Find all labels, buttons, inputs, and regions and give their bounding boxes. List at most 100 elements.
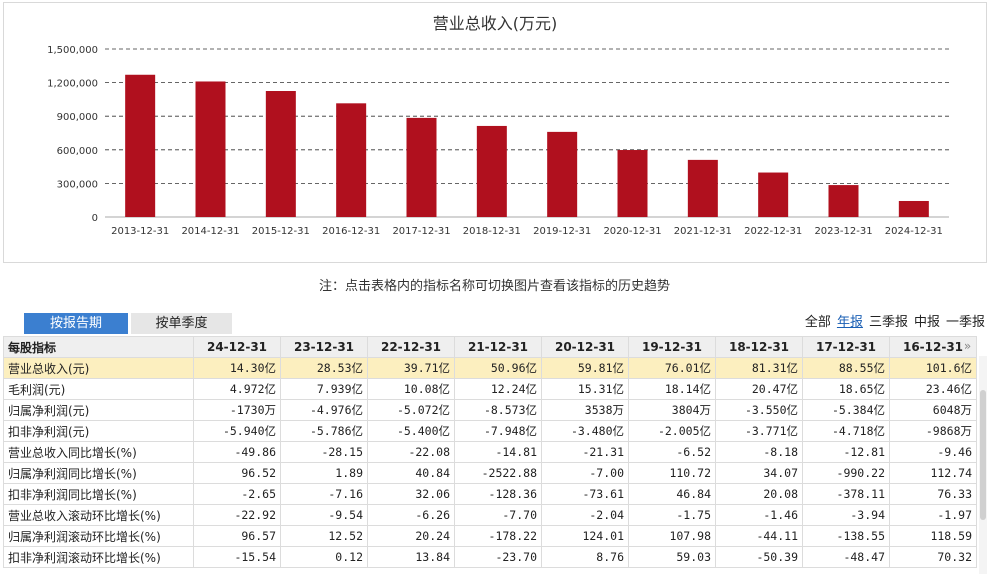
table-cell: 40.84: [367, 462, 455, 484]
x-tick-label: 2017-12-31: [392, 226, 450, 237]
table-row: 营业总收入滚动环比增长(%) -22.92 -9.54 -6.26 -7.70 -2.04…: [3, 504, 977, 526]
table-cell: -7.00: [541, 462, 629, 484]
header-period: 23-12-31: [280, 336, 368, 358]
table-cell: -2.005亿: [628, 420, 716, 442]
table-row: 营业总收入同比增长(%) -49.86 -28.15 -22.08 -14.81 -21.…: [3, 441, 977, 463]
tab-by-report-period[interactable]: 按报告期: [24, 313, 128, 334]
table-cell: 12.52: [280, 525, 368, 547]
bar: [195, 81, 226, 217]
indicator-name-link[interactable]: 扣非净利润同比增长(%): [3, 483, 194, 505]
table-cell: -14.81: [454, 441, 542, 463]
filter-0[interactable]: 全部: [804, 315, 831, 330]
table-cell: -3.480亿: [541, 420, 629, 442]
y-tick-label: 1,200,000: [47, 79, 98, 90]
x-tick-label: 2022-12-31: [744, 226, 802, 237]
table-cell: 20.08: [715, 483, 803, 505]
table-cell: -5.786亿: [280, 420, 368, 442]
table-cell: 7.939亿: [280, 378, 368, 400]
bar: [898, 200, 929, 217]
table-cell: 32.06: [367, 483, 455, 505]
table-cell: -9868万: [889, 420, 977, 442]
table-cell: -7.70: [454, 504, 542, 526]
table-cell: -28.15: [280, 441, 368, 463]
filter-1[interactable]: 年报: [836, 315, 863, 330]
table-cell: -48.47: [802, 546, 890, 568]
table-row: 扣非净利润同比增长(%) -2.65 -7.16 32.06 -128.36 -73.61…: [3, 483, 977, 505]
indicator-name-link[interactable]: 毛利润(元): [3, 378, 194, 400]
table-hint-note: 注：点击表格内的指标名称可切换图片查看该指标的历史趋势: [318, 279, 670, 294]
table-cell: 59.03: [628, 546, 716, 568]
table-cell: -5.384亿: [802, 399, 890, 421]
scroll-right-icon[interactable]: »: [963, 339, 972, 353]
revenue-chart-panel: 营业总收入(万元) 0 300,000 600,000 900,000 1,200,000…: [3, 2, 987, 263]
filter-2[interactable]: 三季报: [868, 315, 908, 330]
revenue-bar-chart: 营业总收入(万元) 0 300,000 600,000 900,000 1,200,000…: [47, 14, 949, 237]
header-indicator: 每股指标: [3, 336, 194, 358]
indicator-name-link[interactable]: 扣非净利润(元): [3, 420, 194, 442]
bar: [406, 117, 437, 217]
table-cell: 34.07: [715, 462, 803, 484]
bar: [265, 91, 296, 217]
filter-3[interactable]: 中报: [913, 315, 940, 330]
table-cell: 8.76: [541, 546, 629, 568]
header-period: 24-12-31: [193, 336, 281, 358]
table-cell: -1.46: [715, 504, 803, 526]
table-cell: 10.08亿: [367, 378, 455, 400]
table-cell: 39.71亿: [367, 357, 455, 379]
indicator-name-link[interactable]: 扣非净利润滚动环比增长(%): [3, 546, 194, 568]
table-cell: -1.97: [889, 504, 977, 526]
table-cell: -8.573亿: [454, 399, 542, 421]
table-row: 营业总收入(元) 14.30亿 28.53亿 39.71亿 50.96亿 59.81亿 76…: [3, 357, 977, 379]
table-row: 归属净利润同比增长(%) 96.52 1.89 40.84 -2522.88 -7.00 1…: [3, 462, 977, 484]
table-row: 扣非净利润滚动环比增长(%) -15.54 0.12 13.84 -23.70 8.76 5…: [3, 546, 977, 568]
bar: [617, 150, 648, 217]
report-type-filters: 全部 年报 三季报 中报 一季报: [799, 311, 985, 330]
bar: [125, 74, 156, 217]
table-cell: 112.74: [889, 462, 977, 484]
table-cell: -5.940亿: [193, 420, 281, 442]
indicator-name-link[interactable]: 营业总收入(元): [3, 357, 194, 379]
table-cell: -3.94: [802, 504, 890, 526]
y-tick-label: 600,000: [57, 146, 98, 157]
table-cell: -50.39: [715, 546, 803, 568]
table-row: 毛利润(元) 4.972亿 7.939亿 10.08亿 12.24亿 15.31亿 18.1…: [3, 378, 977, 400]
bar: [547, 131, 578, 217]
table-cell: 88.55亿: [802, 357, 890, 379]
table-cell: -178.22: [454, 525, 542, 547]
indicator-name-link[interactable]: 归属净利润(元): [3, 399, 194, 421]
table-cell: 110.72: [628, 462, 716, 484]
bar: [828, 185, 859, 217]
table-cell: 96.57: [193, 525, 281, 547]
header-period: 21-12-31: [454, 336, 542, 358]
table-cell: 4.972亿: [193, 378, 281, 400]
x-tick-label: 2020-12-31: [603, 226, 661, 237]
scrollbar-thumb[interactable]: [980, 390, 986, 520]
table-cell: 20.24: [367, 525, 455, 547]
header-period: 22-12-31: [367, 336, 455, 358]
table-cell: -44.11: [715, 525, 803, 547]
table-cell: -2522.88: [454, 462, 542, 484]
tab-by-single-quarter[interactable]: 按单季度: [131, 313, 232, 334]
x-tick-label: 2021-12-31: [674, 226, 732, 237]
vertical-scrollbar[interactable]: [979, 356, 987, 574]
indicator-name-link[interactable]: 营业总收入同比增长(%): [3, 441, 194, 463]
table-cell: 14.30亿: [193, 357, 281, 379]
table-cell: 18.65亿: [802, 378, 890, 400]
table-cell: -15.54: [193, 546, 281, 568]
table-cell: -6.26: [367, 504, 455, 526]
table-cell: -138.55: [802, 525, 890, 547]
indicator-name-link[interactable]: 归属净利润同比增长(%): [3, 462, 194, 484]
table-cell: 81.31亿: [715, 357, 803, 379]
indicator-name-link[interactable]: 归属净利润滚动环比增长(%): [3, 525, 194, 547]
table-cell: -1.75: [628, 504, 716, 526]
x-tick-label: 2013-12-31: [111, 226, 169, 237]
header-period: 17-12-31: [802, 336, 890, 358]
indicator-name-link[interactable]: 营业总收入滚动环比增长(%): [3, 504, 194, 526]
x-tick-label: 2014-12-31: [181, 226, 239, 237]
y-tick-label: 1,500,000: [47, 45, 98, 56]
filter-4[interactable]: 一季报: [945, 315, 985, 330]
chart-title: 营业总收入(万元): [433, 14, 558, 33]
table-cell: 96.52: [193, 462, 281, 484]
table-cell: 50.96亿: [454, 357, 542, 379]
header-period: 18-12-31: [715, 336, 803, 358]
